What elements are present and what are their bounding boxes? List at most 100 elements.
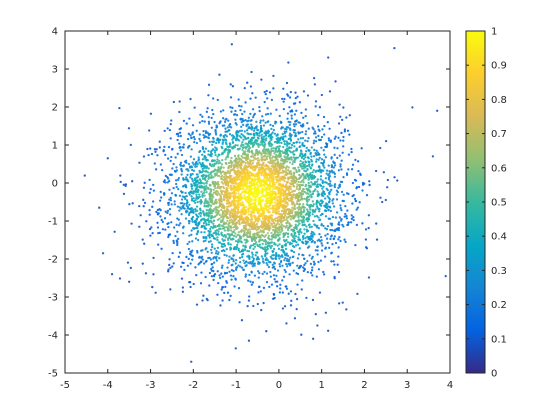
scatter-point: [172, 239, 175, 243]
scatter-point: [260, 172, 263, 175]
scatter-point: [248, 234, 252, 237]
scatter-point: [217, 230, 220, 233]
scatter-point: [307, 184, 310, 187]
scatter-point: [250, 198, 253, 201]
scatter-point: [240, 121, 243, 124]
scatter-point: [159, 190, 162, 194]
scatter-point: [198, 195, 202, 198]
scatter-point: [259, 229, 262, 232]
scatter-point: [279, 121, 283, 124]
scatter-point: [275, 274, 278, 277]
scatter-point: [191, 168, 194, 172]
scatter-point: [288, 172, 291, 175]
scatter-point: [187, 169, 190, 172]
scatter-point: [214, 153, 217, 157]
scatter-point: [170, 203, 173, 206]
scatter-point: [256, 174, 259, 178]
scatter-point: [271, 156, 274, 159]
scatter-point: [259, 119, 262, 122]
scatter-point: [192, 211, 195, 215]
scatter-point: [256, 256, 259, 259]
scatter-point: [225, 271, 229, 275]
scatter-point: [311, 239, 314, 242]
scatter-point: [261, 242, 264, 246]
scatter-point: [384, 139, 388, 143]
scatter-point: [292, 123, 296, 126]
scatter-point: [213, 184, 217, 188]
scatter-point: [296, 183, 299, 186]
scatter-point: [222, 166, 225, 169]
scatter-point: [172, 186, 175, 190]
scatter-point: [307, 127, 310, 130]
scatter-point: [149, 112, 153, 115]
scatter-point: [242, 203, 245, 206]
scatter-point: [258, 132, 261, 135]
scatter-point: [286, 112, 290, 115]
scatter-point: [170, 148, 174, 151]
scatter-point: [337, 221, 341, 224]
scatter-point: [278, 237, 281, 240]
scatter-point: [223, 239, 226, 242]
scatter-point: [312, 128, 315, 131]
scatter-point: [277, 183, 281, 187]
scatter-point: [306, 140, 309, 143]
scatter-point: [118, 106, 121, 110]
scatter-point: [295, 109, 298, 112]
scatter-point: [352, 215, 355, 219]
scatter-point: [306, 168, 309, 171]
scatter-point: [209, 230, 212, 233]
scatter-point: [225, 172, 228, 175]
scatter-point: [249, 244, 253, 247]
scatter-point: [251, 145, 254, 148]
scatter-point: [260, 195, 263, 198]
scatter-point: [252, 183, 255, 187]
scatter-point: [305, 146, 308, 150]
scatter-point: [226, 215, 229, 219]
scatter-point: [207, 187, 210, 190]
scatter-point: [251, 137, 255, 140]
scatter-point: [192, 135, 196, 139]
scatter-point: [255, 120, 258, 123]
scatter-point: [210, 248, 213, 252]
scatter-point: [200, 271, 203, 274]
scatter-point: [244, 137, 247, 140]
scatter-point: [202, 221, 206, 225]
scatter-point: [209, 258, 213, 261]
scatter-point: [297, 208, 300, 212]
scatter-point: [339, 139, 342, 142]
scatter-point: [225, 139, 228, 142]
scatter-point: [328, 127, 331, 130]
scatter-point: [240, 214, 243, 218]
scatter-point: [257, 260, 260, 264]
scatter-point: [286, 155, 289, 158]
scatter-point: [240, 228, 244, 232]
scatter-point: [193, 227, 197, 230]
scatter-point: [235, 245, 239, 249]
scatter-point: [308, 186, 311, 189]
scatter-point: [297, 253, 301, 256]
scatter-point: [106, 157, 109, 160]
scatter-point: [258, 169, 262, 172]
scatter-point: [256, 225, 259, 228]
scatter-point: [212, 219, 216, 222]
scatter-point: [183, 202, 186, 206]
scatter-point: [309, 184, 312, 187]
scatter-point: [176, 243, 179, 247]
scatter-point: [214, 224, 217, 228]
scatter-point: [327, 56, 330, 59]
scatter-point: [281, 279, 284, 282]
scatter-point: [192, 192, 195, 195]
scatter-point: [355, 187, 358, 190]
scatter-point: [269, 270, 272, 274]
scatter-point: [367, 276, 371, 279]
scatter-point: [284, 166, 288, 170]
scatter-point: [235, 266, 239, 269]
scatter-point: [163, 192, 166, 195]
scatter-point: [298, 141, 301, 144]
scatter-point: [226, 208, 230, 212]
scatter-point: [364, 238, 368, 241]
scatter-point: [283, 142, 286, 146]
scatter-point: [321, 181, 324, 185]
scatter-point: [200, 212, 203, 215]
scatter-point: [189, 176, 192, 179]
